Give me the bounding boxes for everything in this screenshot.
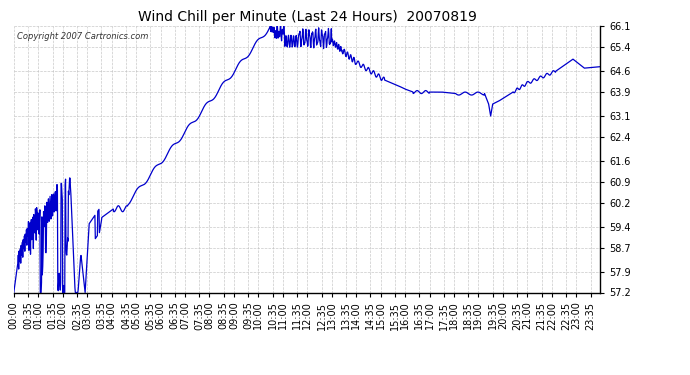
Title: Wind Chill per Minute (Last 24 Hours)  20070819: Wind Chill per Minute (Last 24 Hours) 20… [137,10,477,24]
Text: Copyright 2007 Cartronics.com: Copyright 2007 Cartronics.com [17,32,148,40]
